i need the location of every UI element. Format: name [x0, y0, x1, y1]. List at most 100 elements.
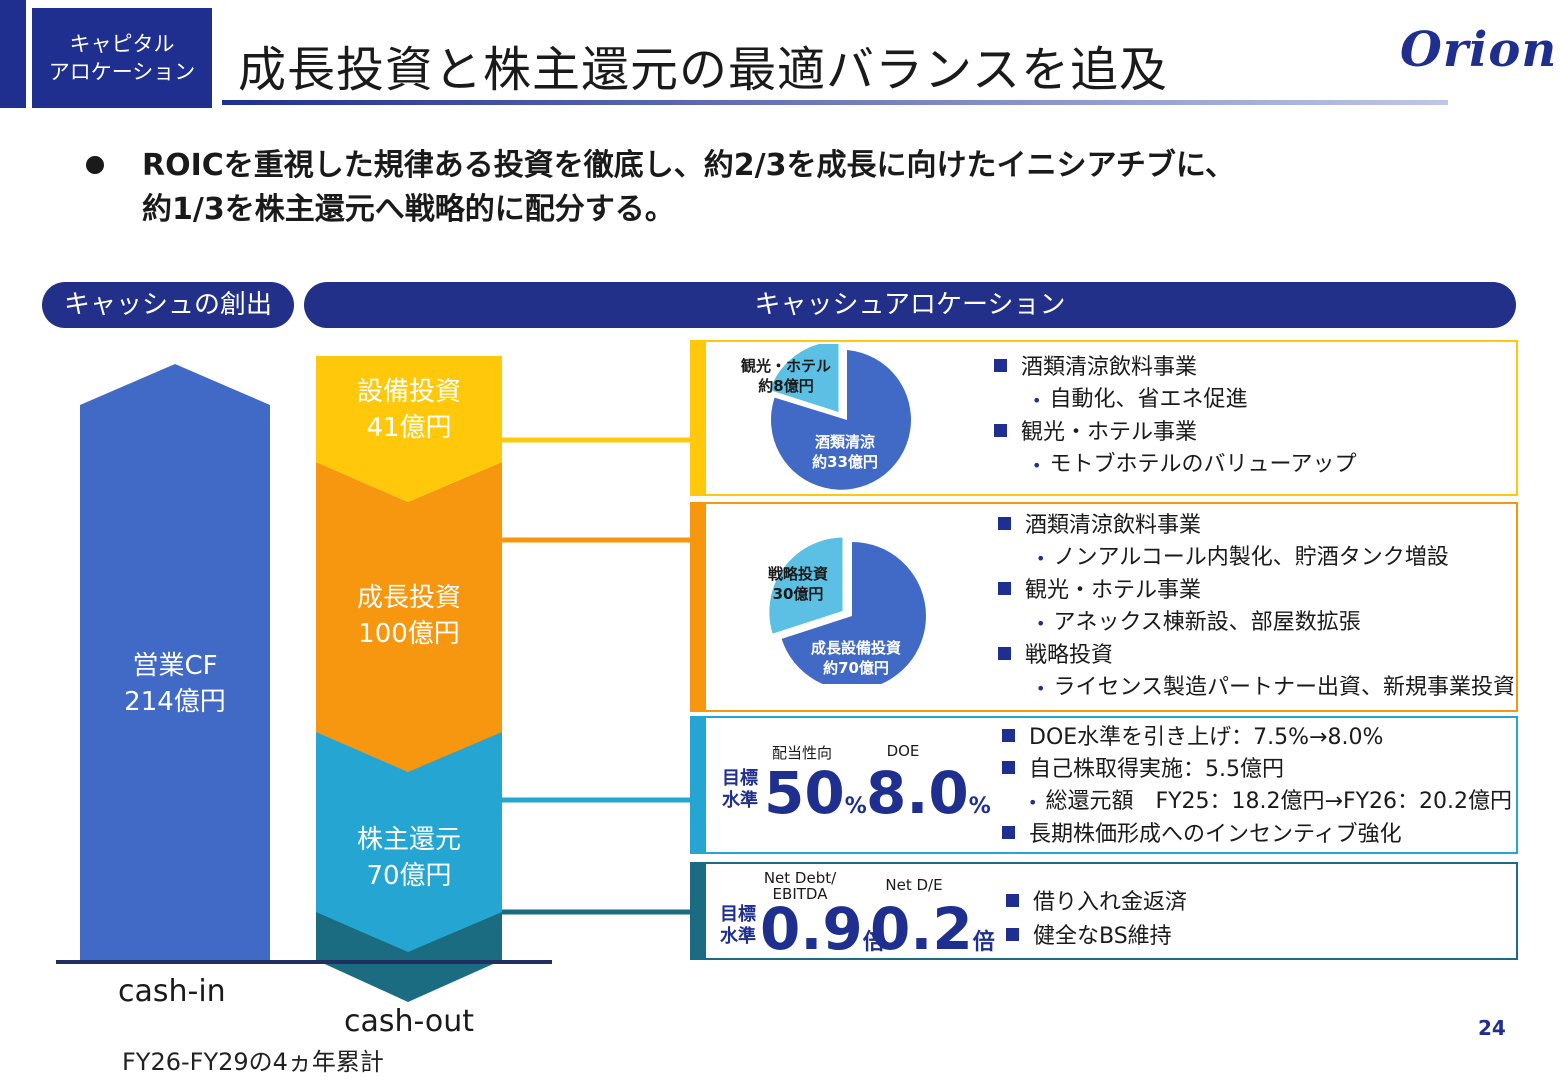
list-item: 借り入れ金返済 — [1006, 886, 1187, 920]
square-bullet-icon — [994, 358, 1007, 372]
list-subitem: • 総還元額 FY25：18.2億円→FY26：20.2億円 — [1002, 786, 1512, 819]
item-heading: 酒類清涼飲料事業 — [1025, 513, 1202, 538]
debt-box-bar — [692, 864, 706, 958]
growth-pie-chart — [768, 534, 926, 684]
list-item: 戦略投資 — [998, 640, 1515, 672]
capex-amount: 41億円 — [366, 413, 452, 443]
growth-name: 成長投資 — [356, 583, 461, 613]
item-heading: 酒類清涼飲料事業 — [1021, 355, 1198, 380]
cash-creation-header: キャッシュの創出 — [42, 282, 294, 328]
period-note: FY26-FY29の4ヵ年累計 — [122, 1048, 384, 1076]
item-detail: 総還元額 FY25：18.2億円→FY26：20.2億円 — [1045, 789, 1513, 814]
list-item: DOE水準を引き上げ：7.5%→8.0% — [1002, 722, 1512, 754]
growth-strategic-amount: 30億円 — [772, 585, 824, 603]
growth-pie-label-main: 成長設備投資 約70億円 — [796, 638, 916, 678]
net-de-value: 0.2 — [870, 895, 973, 963]
shareholder-label: 株主還元 70億円 — [316, 822, 502, 894]
capex-name: 設備投資 — [356, 377, 461, 407]
header-accent-stripe — [0, 0, 26, 108]
dot-icon: • — [1036, 679, 1046, 698]
page-number: 24 — [1478, 1016, 1506, 1040]
capex-main-name: 酒類清涼 — [814, 433, 875, 451]
payout-ratio-value: 50 — [764, 759, 845, 827]
square-bullet-icon — [1006, 927, 1019, 941]
list-subitem: • モトブホテルのバリューアップ — [994, 449, 1357, 482]
item-detail: ライセンス製造パートナー出資、新規事業投資 — [1053, 675, 1515, 700]
growth-box-bar — [692, 504, 706, 710]
list-item: 観光・ホテル事業 — [994, 417, 1357, 449]
list-item: 酒類清涼飲料事業 — [998, 510, 1515, 542]
dot-icon: • — [1028, 793, 1038, 812]
list-item: 長期株価形成へのインセンティブ強化 — [1002, 819, 1512, 851]
cash-in-line1: 営業CF — [132, 651, 218, 681]
item-detail: ノンアルコール内製化、貯酒タンク増設 — [1053, 545, 1449, 570]
shareholder-item-list: DOE水準を引き上げ：7.5%→8.0% 自己株取得実施：5.5億円 • 総還元額… — [1002, 722, 1512, 851]
growth-label: 成長投資 100億円 — [316, 580, 502, 652]
net-de-kpi: 0.2倍 — [870, 900, 995, 958]
shareholder-target-tag: 目標 水準 — [718, 768, 762, 812]
item-heading: 健全なBS維持 — [1033, 924, 1172, 949]
item-heading: 長期株価形成へのインセンティブ強化 — [1029, 822, 1402, 847]
growth-item-list: 酒類清涼飲料事業 • ノンアルコール内製化、貯酒タンク増設 観光・ホテル事業 • ア… — [998, 510, 1515, 705]
dot-icon: • — [1032, 391, 1042, 410]
net-debt-ebitda-unit: 倍 — [862, 930, 885, 955]
growth-pie-label-strategic: 戦略投資 30億円 — [750, 564, 846, 604]
list-subitem: • 自動化、省エネ促進 — [994, 384, 1357, 417]
capex-box-bar — [692, 342, 706, 494]
dot-icon: • — [1032, 456, 1042, 475]
capex-pie-slice-hotel — [770, 344, 842, 417]
capex-hotel-amount: 約8億円 — [758, 377, 814, 395]
item-detail: モトブホテルのバリューアップ — [1049, 452, 1357, 477]
growth-segment — [316, 462, 502, 772]
summary-bullet: ROICを重視した規律ある投資を徹底し、約2/3を成長に向けたイニシアチブに、 … — [142, 144, 1235, 232]
item-heading: 観光・ホテル事業 — [1025, 578, 1202, 603]
cash-in-arrow — [80, 364, 270, 960]
growth-amount: 100億円 — [358, 619, 460, 649]
growth-pie-slice-main — [781, 542, 926, 684]
section-tag-line1: キャピタル — [69, 32, 175, 56]
net-de-unit: 倍 — [972, 930, 995, 955]
capex-hotel-name: 観光・ホテル — [740, 357, 831, 375]
cash-out-caption: cash-out — [344, 1004, 475, 1039]
capex-pie-chart — [770, 344, 912, 490]
payout-ratio-kpi: 50% — [764, 764, 867, 822]
square-bullet-icon — [998, 516, 1011, 530]
cash-flow-graphic — [56, 356, 695, 1002]
item-heading: 戦略投資 — [1025, 643, 1114, 668]
capex-segment — [316, 356, 502, 502]
growth-main-name: 成長設備投資 — [810, 639, 901, 657]
cash-in-caption: cash-in — [118, 974, 226, 1009]
list-item: 観光・ホテル事業 — [998, 575, 1515, 607]
item-heading: 観光・ホテル事業 — [1021, 420, 1198, 445]
shareholder-amount: 70億円 — [366, 861, 452, 891]
cash-in-line2: 214億円 — [124, 687, 226, 717]
capex-pie-label-main: 酒類清涼 約33億円 — [795, 432, 895, 472]
square-bullet-icon — [998, 581, 1011, 595]
target-label-2: 水準 — [720, 926, 756, 947]
square-bullet-icon — [1002, 728, 1015, 742]
doe-caption: DOE — [886, 742, 920, 760]
net-debt-caption-1: Net Debt/ — [763, 869, 837, 887]
payout-ratio-caption: 配当性向 — [771, 744, 832, 762]
capex-pie-label-hotel: 観光・ホテル 約8億円 — [736, 356, 836, 396]
cash-in-label: 営業CF 214億円 — [80, 648, 270, 720]
net-debt-caption-2: EBITDA — [772, 885, 828, 903]
bullet-icon — [86, 156, 104, 174]
square-bullet-icon — [1006, 893, 1019, 907]
item-detail: 自動化、省エネ促進 — [1049, 387, 1248, 412]
square-bullet-icon — [1002, 825, 1015, 839]
section-tag: キャピタル アロケーション — [32, 8, 212, 108]
doe-value: 8.0 — [866, 759, 969, 827]
growth-pie-slice-strategic — [768, 534, 846, 638]
target-label-1: 目標 — [722, 768, 758, 789]
title-underline — [222, 100, 1448, 105]
section-tag-line2: アロケーション — [48, 60, 196, 84]
list-subitem: • アネックス棟新設、部屋数拡張 — [998, 607, 1515, 640]
item-detail: アネックス棟新設、部屋数拡張 — [1053, 610, 1361, 635]
list-subitem: • ノンアルコール内製化、貯酒タンク増設 — [998, 542, 1515, 575]
capex-item-list: 酒類清涼飲料事業 • 自動化、省エネ促進 観光・ホテル事業 • モトブホテルのバリュ… — [994, 352, 1357, 482]
capex-label: 設備投資 41億円 — [316, 374, 502, 446]
net-de-caption: Net D/E — [885, 876, 943, 894]
item-heading: 自己株取得実施：5.5億円 — [1029, 757, 1284, 782]
square-bullet-icon — [994, 423, 1007, 437]
